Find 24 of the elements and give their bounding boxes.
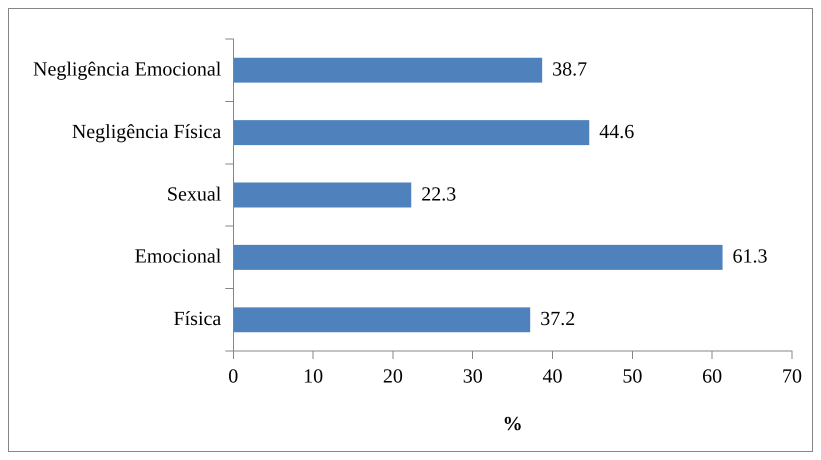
- x-axis-title: %: [502, 413, 523, 436]
- x-tick-label: 0: [228, 365, 238, 388]
- y-tick-label: Sexual: [166, 183, 222, 206]
- x-tick-label: 40: [542, 365, 563, 388]
- bar: [234, 58, 542, 83]
- bar: [234, 244, 723, 270]
- x-tick-label: 70: [782, 365, 802, 388]
- y-tick-label: Negligência Emocional: [32, 58, 222, 80]
- y-tick-label: Negligência Física: [72, 120, 222, 143]
- x-tick-label: 20: [382, 365, 403, 388]
- x-tick-label: 50: [622, 365, 642, 388]
- data-label: 38.7: [552, 58, 588, 80]
- x-tick-label: 10: [303, 365, 324, 388]
- data-label: 22.3: [421, 183, 456, 206]
- bar: [234, 182, 412, 208]
- x-tick-label: 30: [462, 365, 483, 388]
- x-tick-label: 60: [702, 365, 722, 388]
- y-tick-label: Física: [173, 308, 222, 330]
- data-label: 37.2: [540, 308, 576, 330]
- data-label: 61.3: [732, 246, 768, 268]
- bar: [234, 120, 590, 146]
- data-label: 44.6: [599, 120, 634, 143]
- y-tick-label: Emocional: [134, 246, 222, 268]
- bar: [234, 307, 530, 332]
